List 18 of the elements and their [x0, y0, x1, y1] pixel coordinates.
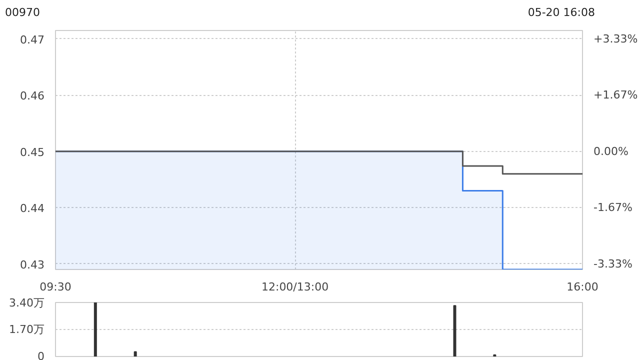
y2-tick-label: +3.33% — [594, 32, 638, 46]
y2-tick-label: 0.00% — [594, 144, 628, 158]
y-tick-label: 3.40万 — [9, 296, 45, 310]
x-tick-label: 09:30 — [40, 280, 72, 294]
y2-tick-label: +1.67% — [594, 88, 638, 102]
x-tick-label: 12:00/13:00 — [261, 280, 329, 294]
y-tick-label: 0.46 — [20, 90, 45, 103]
y2-tick-label: -1.67% — [594, 201, 632, 214]
chart-title: 00970 — [5, 5, 40, 21]
y-tick-label: 1.70万 — [9, 323, 45, 336]
y-tick-label: 0.45 — [20, 146, 45, 159]
y-tick-label: 0.43 — [20, 258, 45, 272]
x-tick-label: 16:00 — [566, 280, 598, 294]
y-tick-label: 0.47 — [20, 33, 45, 46]
y2-tick-label: -3.33% — [594, 257, 632, 270]
y-tick-label: 0 — [38, 350, 44, 360]
y-tick-label: 0.44 — [20, 202, 45, 216]
text: 05-20 16:08 — [528, 5, 595, 21]
